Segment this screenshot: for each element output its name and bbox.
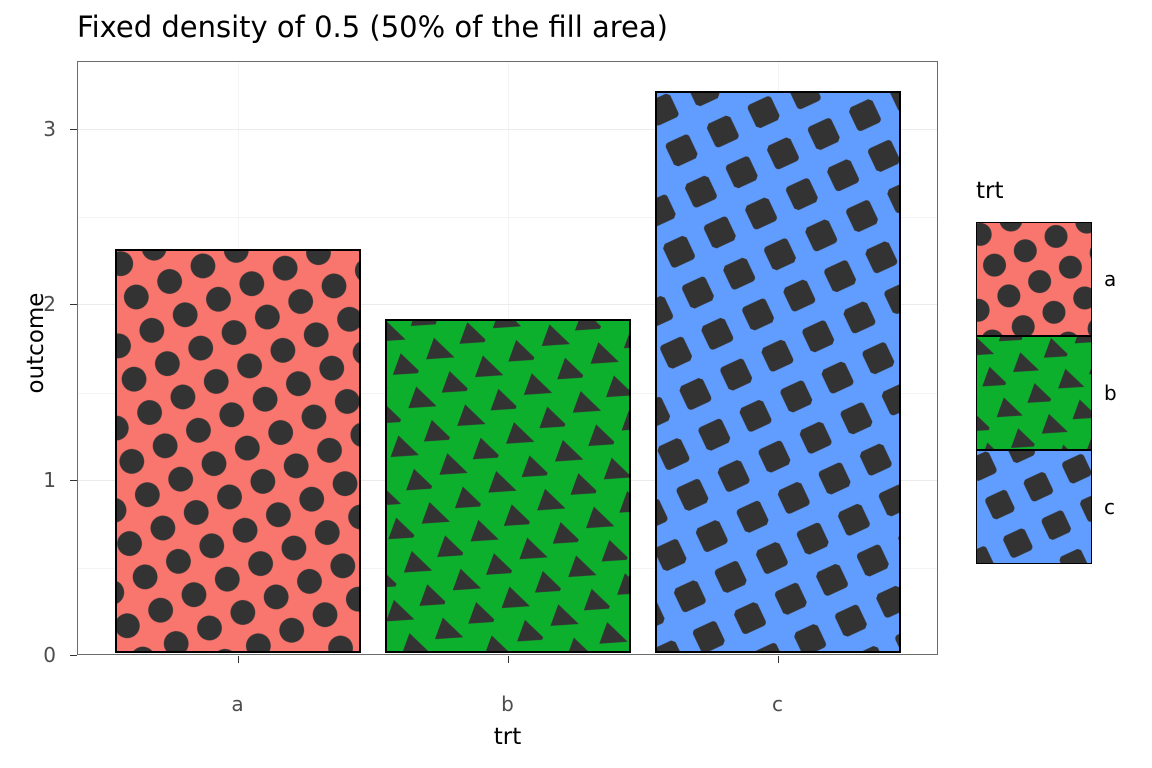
x-tick-label-c: c: [772, 692, 783, 716]
y-tick-mark-2: [70, 304, 77, 306]
y-tick-label-2: 2: [43, 292, 56, 317]
x-tick-label-b: b: [501, 692, 514, 716]
legend-key-c[interactable]: [976, 450, 1092, 564]
gridline-major-2: [78, 304, 937, 306]
legend-label-b: b: [1104, 381, 1117, 405]
gridline-major-3: [78, 129, 937, 130]
pattern-diamond-bar-c: [657, 93, 899, 651]
x-tick-mark-a: [237, 656, 239, 663]
legend-label-a: a: [1104, 267, 1117, 291]
pattern-diamond-legend-c: [977, 451, 1091, 563]
pattern-triangle-bar-b: [387, 321, 629, 651]
x-tick-mark-b: [507, 656, 509, 663]
y-tick-label-3: 3: [43, 117, 56, 141]
y-tick-mark-1: [70, 479, 77, 481]
legend-key-a[interactable]: [976, 222, 1092, 336]
gridline-minor-2-5: [78, 217, 937, 219]
legend-title: trt: [976, 178, 1004, 204]
bar-b[interactable]: [385, 319, 631, 653]
pattern-triangle-legend-b: [977, 337, 1091, 449]
pattern-circle-bar-a: [117, 251, 359, 651]
bar-a[interactable]: [115, 249, 361, 653]
y-tick-mark-3: [70, 129, 77, 130]
pattern-circle-legend-a: [977, 223, 1091, 335]
legend-key-b[interactable]: [976, 336, 1092, 450]
y-tick-label-1: 1: [43, 467, 56, 492]
page-title: Fixed density of 0.5 (50% of the fill ar…: [77, 10, 668, 44]
y-tick-label-0: 0: [43, 643, 56, 667]
x-axis-title: trt: [493, 724, 522, 750]
legend-label-c: c: [1104, 495, 1115, 519]
x-tick-mark-c: [777, 656, 779, 663]
y-tick-mark-0: [70, 655, 77, 656]
bar-c[interactable]: [655, 91, 901, 653]
x-tick-label-a: a: [231, 692, 244, 716]
plot-panel: [77, 61, 938, 655]
